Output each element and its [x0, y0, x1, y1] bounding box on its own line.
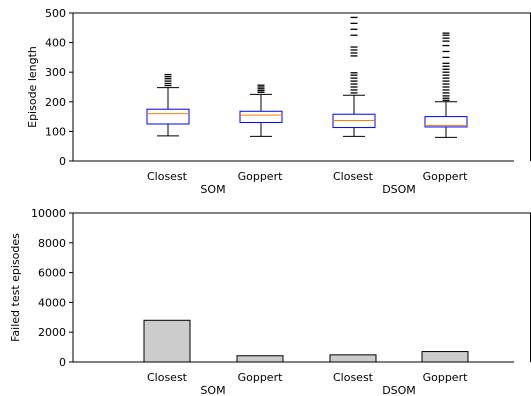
y-axis-label: Episode length: [26, 46, 39, 128]
box-iqr: [146, 108, 190, 125]
box-iqr: [424, 116, 468, 128]
y-tick-label: 0: [59, 155, 66, 168]
y-tick-label: 10000: [31, 207, 66, 220]
y-tick-label: 100: [45, 125, 66, 138]
y-axis-label: Failed test episodes: [9, 233, 22, 342]
y-tick-label: 0: [59, 356, 66, 369]
x-group-label: DSOM: [382, 183, 416, 196]
box-plot-1: [239, 84, 283, 137]
x-category-label: Closest: [147, 170, 188, 183]
x-category-label: Goppert: [238, 170, 284, 183]
y-tick-label: 8000: [38, 237, 66, 250]
y-tick-label: 300: [45, 66, 66, 79]
box-iqr: [239, 110, 283, 124]
x-category-label: Closest: [147, 371, 188, 384]
x-category-label: Closest: [333, 170, 374, 183]
y-tick-label: 2000: [38, 326, 66, 339]
y-tick-label: 6000: [38, 267, 66, 280]
x-group-label: SOM: [200, 183, 225, 196]
x-category-label: Closest: [333, 371, 374, 384]
bar-2: [329, 354, 377, 363]
bar-3: [421, 351, 469, 363]
y-tick-label: 500: [45, 7, 66, 20]
box-plot-0: [146, 73, 190, 137]
x-group-label: DSOM: [382, 384, 416, 396]
box-plot-3: [424, 32, 468, 138]
bar-1: [236, 355, 284, 363]
y-tick-label: 4000: [38, 296, 66, 309]
y-tick-label: 200: [45, 96, 66, 109]
x-category-label: Goppert: [423, 170, 469, 183]
x-group-label: SOM: [200, 384, 225, 396]
bar-0: [143, 319, 191, 363]
x-category-label: Goppert: [423, 371, 469, 384]
box-plot-2: [332, 16, 376, 137]
x-category-label: Goppert: [238, 371, 284, 384]
y-tick-label: 400: [45, 37, 66, 50]
